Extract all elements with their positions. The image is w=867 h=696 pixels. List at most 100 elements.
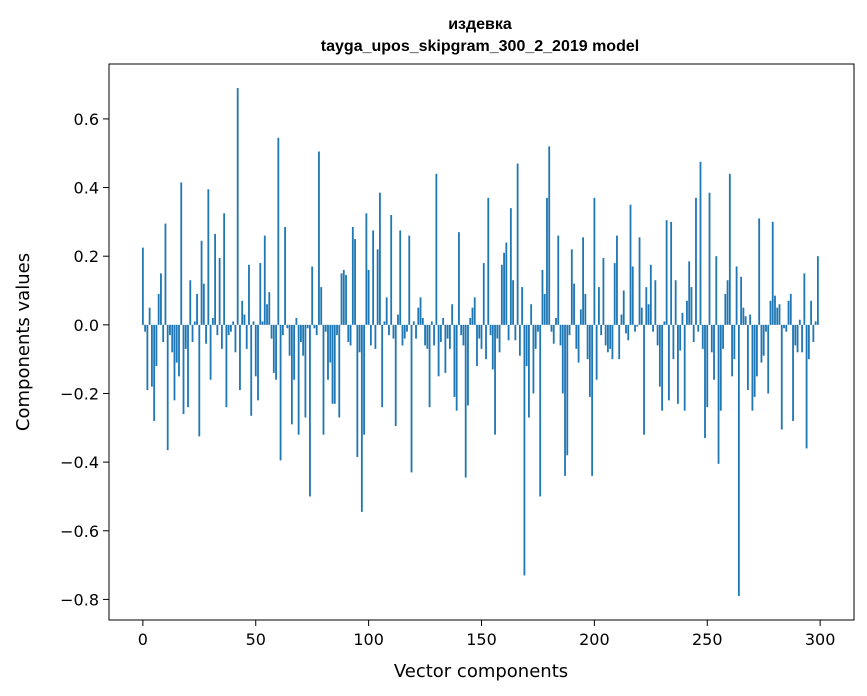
bar-143 <box>464 324 467 478</box>
bar-58 <box>272 324 275 373</box>
bar-104 <box>376 249 379 325</box>
bar-197 <box>586 324 589 360</box>
bar-142 <box>462 324 465 346</box>
bar-124 <box>421 317 424 325</box>
bar-172 <box>530 304 533 325</box>
bar-1 <box>144 324 147 332</box>
bar-111 <box>392 324 395 339</box>
bar-76 <box>313 324 316 329</box>
bar-234 <box>670 221 673 325</box>
bar-14 <box>173 324 176 401</box>
bar-105 <box>379 192 381 325</box>
bar-97 <box>360 324 363 512</box>
bar-52 <box>259 263 262 325</box>
bar-191 <box>573 283 575 325</box>
bar-189 <box>568 324 571 336</box>
y-axis-label: Components values <box>13 253 34 431</box>
bar-72 <box>304 324 307 418</box>
bar-51 <box>257 324 259 401</box>
bar-17 <box>180 182 183 325</box>
bar-130 <box>435 173 438 325</box>
bar-227 <box>654 280 657 325</box>
bar-293 <box>803 273 806 325</box>
bar-210 <box>616 235 618 325</box>
bar-258 <box>724 293 727 325</box>
bar-9 <box>162 324 165 342</box>
bar-114 <box>399 230 402 325</box>
bar-153 <box>487 197 490 325</box>
chart-subtitle: tayga_upos_skipgram_300_2_2019 model <box>321 38 639 55</box>
bar-220 <box>638 237 641 325</box>
bar-241 <box>686 300 688 325</box>
bar-75 <box>311 266 314 325</box>
bar-183 <box>555 317 557 325</box>
bar-31 <box>211 317 214 325</box>
bar-47 <box>248 264 250 325</box>
bar-279 <box>771 221 774 325</box>
bar-262 <box>733 324 736 360</box>
bar-158 <box>498 324 501 353</box>
bar-194 <box>579 309 582 325</box>
bar-145 <box>469 317 472 325</box>
bar-147 <box>473 297 476 325</box>
bar-215 <box>627 324 630 341</box>
bar-229 <box>658 324 661 387</box>
bar-39 <box>230 324 232 332</box>
bar-177 <box>541 269 544 325</box>
bar-268 <box>746 324 749 391</box>
bar-94 <box>354 239 356 325</box>
bar-6 <box>155 324 158 367</box>
bar-139 <box>455 324 458 411</box>
bar-62 <box>281 324 284 336</box>
bar-57 <box>270 324 273 339</box>
bar-180 <box>548 146 551 325</box>
chart-title: издевка <box>448 16 512 33</box>
x-tick-label: 250 <box>692 630 723 649</box>
bar-81 <box>324 324 327 332</box>
bar-70 <box>299 324 302 342</box>
bar-140 <box>458 232 460 325</box>
bar-181 <box>550 324 553 332</box>
bar-132 <box>439 324 442 342</box>
bar-257 <box>722 324 724 349</box>
bar-226 <box>652 324 654 332</box>
bar-5 <box>153 324 156 421</box>
bar-3 <box>148 307 151 325</box>
bar-64 <box>286 324 289 329</box>
bar-48 <box>250 324 253 416</box>
bar-74 <box>309 324 311 497</box>
bar-236 <box>674 280 677 325</box>
bar-287 <box>789 293 792 325</box>
bar-161 <box>505 242 508 325</box>
bar-138 <box>453 324 456 397</box>
bar-296 <box>810 300 813 325</box>
bar-273 <box>758 218 761 325</box>
bar-160 <box>503 252 505 325</box>
bar-178 <box>543 293 546 325</box>
bar-179 <box>546 197 548 325</box>
bar-8 <box>160 273 162 325</box>
bar-225 <box>649 264 652 325</box>
bar-103 <box>374 324 377 349</box>
y-tick-label: 0.2 <box>74 247 99 266</box>
bar-29 <box>207 189 210 325</box>
bar-37 <box>225 324 228 408</box>
bar-86 <box>336 324 338 336</box>
bar-96 <box>358 324 361 353</box>
bar-232 <box>665 220 668 325</box>
bar-208 <box>611 324 614 360</box>
bar-201 <box>595 324 598 380</box>
bar-213 <box>622 290 625 325</box>
bar-85 <box>333 324 336 404</box>
bar-92 <box>349 324 352 346</box>
bar-280 <box>774 295 776 325</box>
bar-122 <box>417 307 420 325</box>
bar-182 <box>552 324 555 344</box>
bar-91 <box>347 324 350 342</box>
bar-30 <box>209 324 212 380</box>
bar-40 <box>232 321 235 325</box>
bar-159 <box>500 264 503 325</box>
bar-137 <box>451 304 454 325</box>
bar-146 <box>471 307 474 325</box>
